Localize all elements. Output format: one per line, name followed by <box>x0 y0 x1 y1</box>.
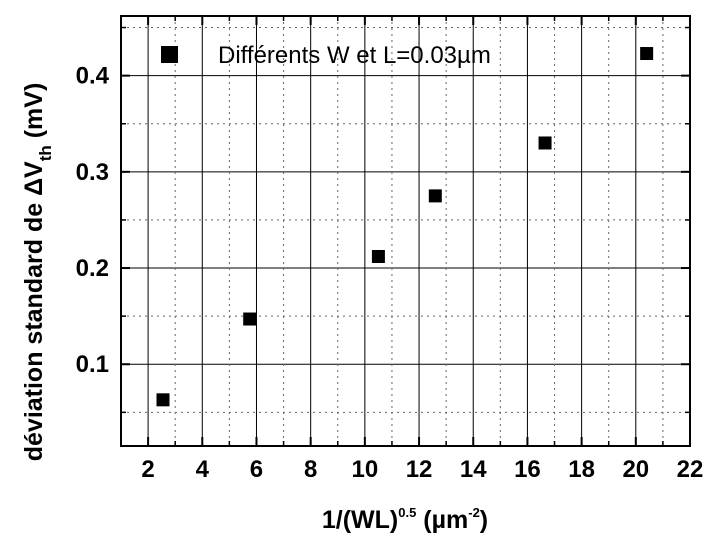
x-tick-label: 18 <box>568 456 595 483</box>
major-grid <box>121 16 690 446</box>
x-tick-label: 2 <box>141 456 154 483</box>
x-tick-label: 16 <box>514 456 541 483</box>
data-points <box>156 47 654 407</box>
data-point <box>428 189 442 203</box>
x-tick-label: 12 <box>406 456 433 483</box>
tick-labels: 2 4 6 8 10 12 14 16 18 20 22 0.1 0.2 0.3 0.4 <box>76 63 704 483</box>
y-tick-label: 0.4 <box>76 63 110 90</box>
x-tick-label: 6 <box>250 456 263 483</box>
plot-frame <box>120 15 691 447</box>
x-tick-label: 20 <box>622 456 649 483</box>
data-point <box>371 249 385 263</box>
x-axis-title: 1/(WL)0.5 (µm-2) <box>322 505 488 534</box>
legend: Différents W et L=0.03µm <box>161 42 491 69</box>
data-point <box>243 312 257 326</box>
legend-marker <box>161 46 178 63</box>
x-tick-label: 14 <box>460 456 487 483</box>
x-tick-label: 22 <box>677 456 704 483</box>
x-tick-label: 4 <box>196 456 210 483</box>
y-tick-label: 0.3 <box>76 159 109 186</box>
data-point <box>640 47 654 61</box>
y-tick-label: 0.2 <box>76 255 109 282</box>
axis-ticks <box>120 16 691 446</box>
data-point <box>538 136 552 150</box>
legend-label: Différents W et L=0.03µm <box>218 42 491 69</box>
y-tick-label: 0.1 <box>76 351 109 378</box>
data-point <box>156 393 170 407</box>
x-tick-label: 8 <box>304 456 317 483</box>
minor-grid <box>121 16 690 446</box>
y-axis-title: déviation standard de ΔVth (mV) <box>20 83 55 462</box>
x-tick-label: 10 <box>352 456 379 483</box>
